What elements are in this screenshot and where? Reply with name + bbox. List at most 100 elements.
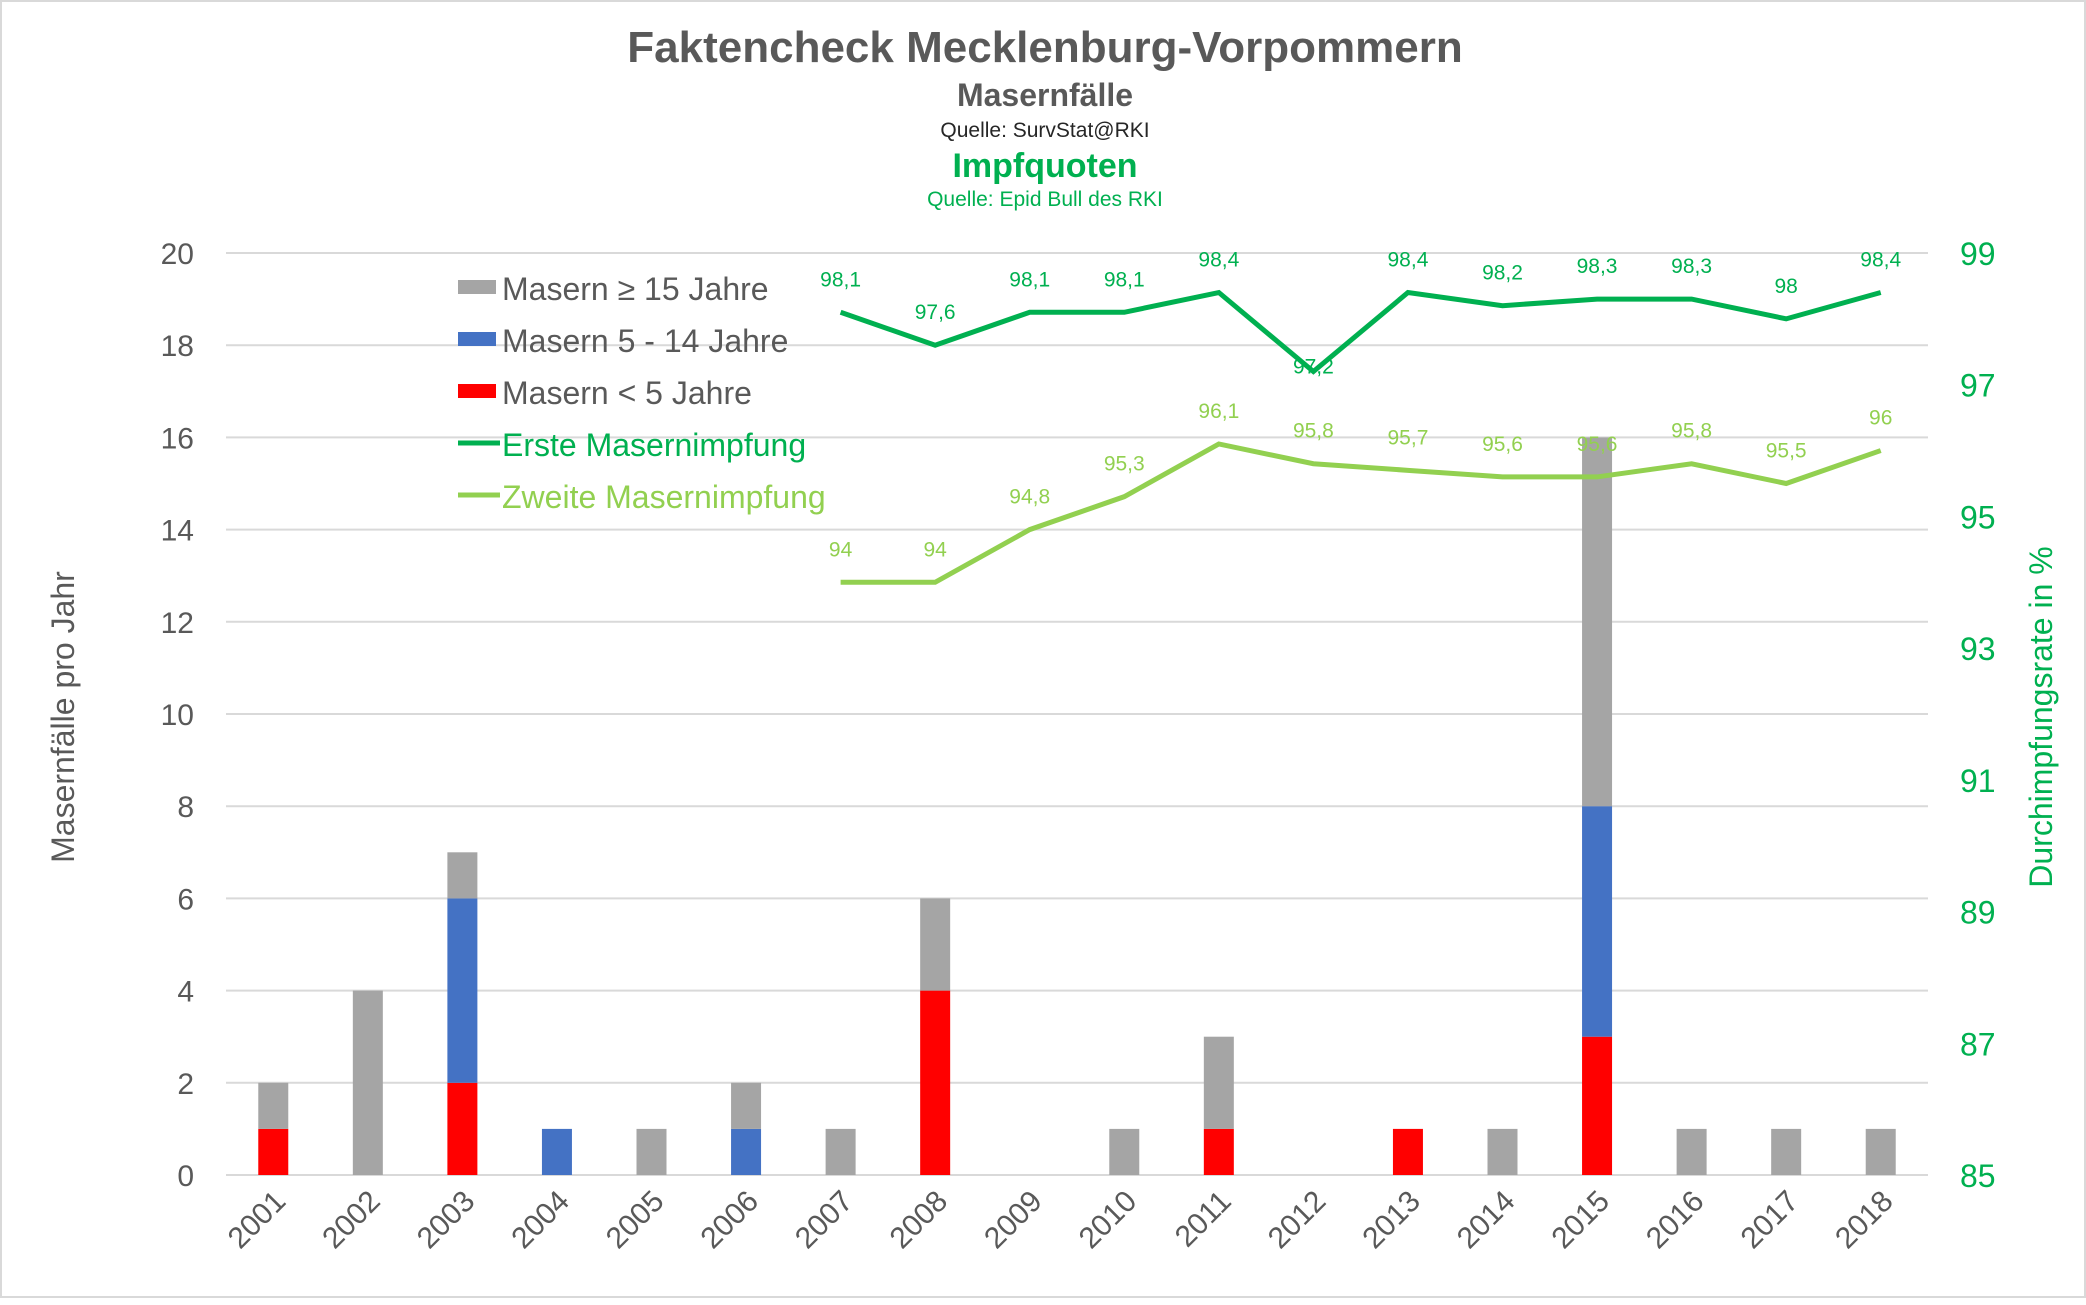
x-tick-label: 2009 xyxy=(978,1185,1049,1256)
data-label: 96 xyxy=(1869,407,1892,430)
y-tick-label: 0 xyxy=(177,1160,194,1193)
legend-label: Masern 5 - 14 Jahre xyxy=(502,323,788,359)
y-tick-label: 2 xyxy=(177,1068,194,1101)
line-first-vaccination xyxy=(839,289,1882,375)
x-tick-label: 2003 xyxy=(411,1185,482,1256)
y-tick-label: 14 xyxy=(161,515,194,548)
x-tick-label: 2001 xyxy=(222,1185,293,1256)
y-tick-label: 10 xyxy=(161,699,194,732)
vacc-subtitle: Impfquoten xyxy=(952,147,1137,185)
data-label: 94 xyxy=(829,538,853,561)
y-tick-label: 20 xyxy=(161,238,194,271)
y2-axis-title: Durchimpfungsrate in % xyxy=(2023,546,2059,887)
y2-tick-label: 97 xyxy=(1960,368,1996,404)
bar-segment xyxy=(1392,1128,1423,1175)
bar-segment xyxy=(1203,1036,1234,1129)
y-tick-label: 4 xyxy=(177,976,194,1009)
x-tick-label: 2007 xyxy=(789,1185,860,1256)
x-tick-label: 2015 xyxy=(1545,1185,1616,1256)
x-tick-label: 2016 xyxy=(1640,1185,1711,1256)
x-tick-label: 2008 xyxy=(884,1185,955,1256)
y2-tick-label: 91 xyxy=(1960,763,1996,799)
data-label: 98,3 xyxy=(1671,255,1712,278)
legend-swatch xyxy=(458,332,496,346)
x-tick-label: 2004 xyxy=(505,1185,576,1256)
x-tick-label: 2005 xyxy=(600,1185,671,1256)
data-label: 95,6 xyxy=(1482,433,1523,456)
data-label: 95,7 xyxy=(1388,426,1429,449)
data-label: 98,2 xyxy=(1482,262,1523,285)
bar-segment xyxy=(352,990,383,1175)
bar-segment xyxy=(920,990,951,1175)
data-label: 98,4 xyxy=(1388,249,1429,272)
x-tick-label: 2006 xyxy=(694,1185,765,1256)
data-label: 97,2 xyxy=(1293,356,1334,379)
line-second-vaccination xyxy=(840,441,1882,585)
data-label: 98,3 xyxy=(1577,255,1618,278)
x-tick-label: 2018 xyxy=(1829,1185,1900,1256)
chart-title: Faktencheck Mecklenburg-Vorpommern xyxy=(627,23,1462,72)
x-tick-label: 2002 xyxy=(316,1185,387,1256)
x-tick-label: 2017 xyxy=(1735,1185,1806,1256)
x-tick-label: 2012 xyxy=(1262,1185,1333,1256)
bar-segment xyxy=(1203,1128,1234,1175)
legend-swatch xyxy=(458,280,496,294)
bar-segment xyxy=(731,1128,762,1175)
bar-segment xyxy=(636,1128,667,1175)
data-label: 96,1 xyxy=(1198,400,1239,423)
legend-label: Zweite Masernimpfung xyxy=(502,479,826,515)
data-label: 98,1 xyxy=(1104,268,1145,291)
cases-source: Quelle: SurvStat@RKI xyxy=(940,119,1149,142)
legend-label: Masern < 5 Jahre xyxy=(502,375,752,411)
bar-segment xyxy=(1582,437,1613,807)
data-label: 94,8 xyxy=(1009,486,1050,509)
bar-segment xyxy=(1771,1128,1802,1175)
bar-segment xyxy=(1676,1128,1707,1175)
y2-tick-label: 93 xyxy=(1960,631,1996,667)
vacc-source: Quelle: Epid Bull des RKI xyxy=(927,188,1163,211)
bar-segment xyxy=(447,852,478,899)
legend-label: Masern ≥ 15 Jahre xyxy=(502,271,769,307)
x-tick-label: 2011 xyxy=(1169,1185,1238,1254)
y-tick-label: 12 xyxy=(161,607,194,640)
y2-tick-label: 95 xyxy=(1960,499,1996,535)
cases-subtitle: Masernfälle xyxy=(957,77,1133,113)
data-label: 94 xyxy=(923,538,947,561)
data-label: 95,6 xyxy=(1577,433,1618,456)
y-tick-label: 16 xyxy=(161,422,194,455)
y-tick-label: 8 xyxy=(177,791,194,824)
bar-segment xyxy=(1109,1128,1140,1175)
bar-segment xyxy=(1582,806,1613,1037)
bar-segment xyxy=(447,1082,478,1175)
data-label: 95,5 xyxy=(1766,440,1807,463)
y-axis-title: Masernfälle pro Jahr xyxy=(45,571,81,863)
bar-segment xyxy=(258,1082,289,1129)
y2-tick-label: 99 xyxy=(1960,236,1996,272)
x-tick-label: 2014 xyxy=(1451,1185,1522,1256)
data-label: 97,6 xyxy=(915,301,956,324)
data-label: 95,3 xyxy=(1104,453,1145,476)
bar-segment xyxy=(825,1128,856,1175)
data-label: 98 xyxy=(1774,275,1797,298)
bar-segment xyxy=(1582,1036,1613,1175)
y-tick-label: 6 xyxy=(177,883,194,916)
data-label: 98,4 xyxy=(1198,249,1239,272)
bar-segment xyxy=(447,898,478,1083)
bar-segment xyxy=(731,1082,762,1129)
legend-label: Erste Masernimpfung xyxy=(502,427,806,463)
y2-tick-label: 85 xyxy=(1960,1158,1996,1194)
bar-segment xyxy=(920,898,951,991)
bar-segment xyxy=(541,1128,572,1175)
data-label: 95,8 xyxy=(1671,420,1712,443)
y-tick-label: 18 xyxy=(161,330,194,363)
legend-swatch xyxy=(458,384,496,398)
data-label: 98,1 xyxy=(1009,268,1050,291)
bar-segment xyxy=(1865,1128,1896,1175)
data-label: 95,8 xyxy=(1293,420,1334,443)
x-tick-label: 2013 xyxy=(1356,1185,1427,1256)
bar-segment xyxy=(1487,1128,1518,1175)
data-label: 98,4 xyxy=(1860,249,1901,272)
y2-tick-label: 89 xyxy=(1960,895,1996,931)
